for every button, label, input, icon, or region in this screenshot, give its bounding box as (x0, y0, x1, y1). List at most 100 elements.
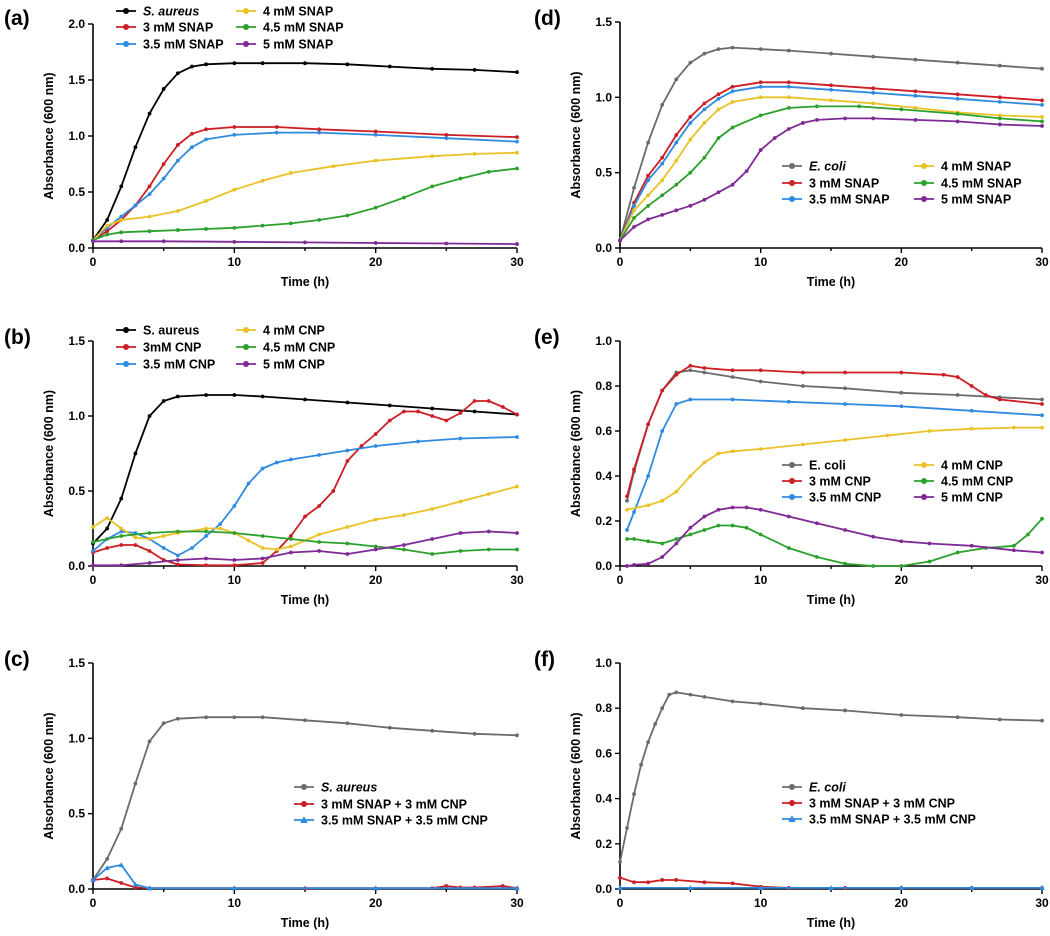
series-e-2 (625, 397, 1044, 532)
y-tick-label: 2.0 (68, 17, 85, 31)
data-point (660, 388, 665, 393)
data-point (105, 856, 110, 861)
series-a-0 (91, 61, 519, 243)
data-point (800, 370, 805, 375)
data-point (660, 498, 665, 503)
data-point (147, 561, 152, 565)
legend-swatch-marker (789, 800, 795, 806)
data-point (472, 409, 477, 414)
data-point (674, 372, 679, 377)
data-point (997, 99, 1002, 104)
legend-swatch-marker (788, 815, 796, 823)
data-point (317, 540, 322, 544)
data-point (632, 562, 636, 567)
series-line (626, 426, 1042, 511)
legend: E. coli 3 mM SNAP 3.5 mM SNAP 4 mM SNAP 4.5 … (782, 160, 1022, 207)
data-point (997, 63, 1002, 68)
data-point (119, 826, 124, 831)
data-point (317, 453, 322, 457)
y-tick-label: 1.5 (68, 334, 85, 348)
panel-label: (f) (534, 648, 555, 671)
data-point (175, 558, 180, 562)
data-point (716, 92, 721, 97)
data-point (288, 221, 293, 226)
data-point (1040, 516, 1044, 521)
data-point (161, 87, 166, 91)
legend-swatch-marker (301, 784, 307, 790)
x-tick-label: 0 (617, 573, 624, 587)
data-point (969, 384, 974, 388)
data-point (444, 136, 449, 141)
series-d-0 (618, 45, 1044, 243)
y-tick-label: 0.8 (595, 701, 612, 715)
series-line (92, 864, 517, 890)
legend: S. aureus 3mM CNP 3.5 mM CNP 4 mM CNP 4.5 mM… (116, 324, 335, 372)
legend-label: 3 mM SNAP (143, 21, 213, 35)
data-point (260, 546, 265, 550)
y-axis-title: Absorbance (600 nm) (42, 390, 56, 517)
data-point (472, 152, 477, 156)
data-point (90, 877, 96, 883)
data-point (674, 140, 679, 145)
data-point (204, 529, 208, 534)
y-tick-label: 0.5 (68, 185, 85, 199)
data-point (486, 529, 491, 534)
y-tick-label: 0.5 (595, 166, 612, 180)
legend-swatch-marker (921, 163, 927, 169)
data-point (119, 563, 124, 568)
series-line (93, 240, 518, 245)
legend-swatch-marker (301, 801, 307, 807)
data-point (786, 514, 791, 519)
data-point (472, 399, 477, 403)
legend-swatch-marker (789, 163, 795, 169)
data-point (416, 439, 420, 444)
legend-label: 3.5 mM SNAP + 3.5 mM CNP (809, 813, 976, 827)
data-point (1040, 124, 1044, 128)
data-point (231, 885, 238, 891)
data-point (702, 197, 707, 202)
data-point (190, 131, 194, 136)
data-point (758, 47, 763, 52)
series-f-0 (618, 690, 1044, 864)
x-tick-label: 10 (754, 573, 768, 587)
data-point (702, 101, 707, 106)
data-point (702, 121, 707, 125)
y-axis-title: Absorbance (600 nm) (569, 390, 583, 517)
x-tick-label: 0 (90, 255, 97, 269)
data-point (430, 552, 435, 556)
data-point (667, 692, 672, 697)
data-point (632, 880, 636, 885)
data-point (119, 239, 124, 244)
data-point (119, 526, 124, 531)
data-point (260, 534, 265, 538)
legend-label: 4.5 mM SNAP (941, 177, 1022, 191)
series-e-5 (625, 505, 1044, 568)
data-point (1040, 402, 1044, 406)
data-point (617, 885, 623, 891)
data-point (653, 722, 658, 726)
data-point (997, 116, 1002, 121)
data-point (232, 239, 237, 244)
data-point (175, 394, 180, 399)
x-tick-label: 20 (369, 573, 383, 587)
data-point (913, 57, 918, 62)
data-point (660, 102, 665, 107)
data-point (660, 429, 665, 433)
data-point (857, 104, 862, 109)
data-point (373, 517, 378, 522)
data-point (899, 107, 904, 112)
legend-swatch-marker (789, 180, 795, 186)
data-point (402, 547, 406, 552)
data-point (232, 531, 237, 535)
legend-label: 4 mM SNAP (263, 5, 333, 19)
data-point (260, 178, 265, 183)
data-point (147, 184, 152, 189)
data-point (674, 402, 679, 406)
data-point (133, 543, 138, 547)
data-point (730, 699, 735, 704)
data-point (416, 409, 420, 414)
series-line (626, 506, 1043, 567)
series-b-1 (91, 399, 519, 568)
data-point (730, 89, 735, 94)
data-point (430, 406, 435, 411)
